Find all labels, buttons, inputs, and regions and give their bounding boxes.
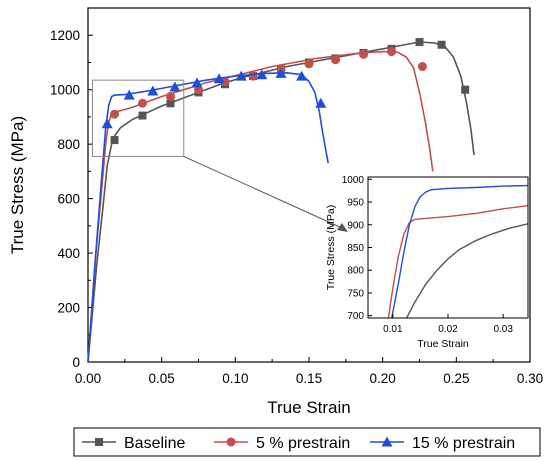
data-point-baseline	[461, 85, 470, 94]
main-x-tick-label: 0.30	[517, 371, 543, 386]
data-point-15-prestrain	[296, 70, 308, 81]
series-line-15-prestrain	[87, 72, 329, 363]
inset-series-line-15-prestrain	[391, 184, 528, 318]
legend-label-5-prestrain: 5 % prestrain	[256, 435, 350, 452]
main-x-tick-label: 0.15	[296, 371, 322, 386]
data-point-5-prestrain	[304, 59, 314, 69]
inset-y-tick-labels: 700 750 800 850 900 950 1000	[342, 175, 365, 322]
legend-swatch-marker	[381, 436, 393, 447]
data-point-15-prestrain	[275, 67, 287, 78]
data-point-15-prestrain	[213, 73, 225, 84]
series-line-5-prestrain	[87, 50, 434, 363]
inset-y-tick-label: 1000	[342, 175, 365, 186]
inset-y-tick-label: 950	[347, 198, 364, 209]
inset-series-line-baseline	[405, 223, 528, 318]
legend-swatch-marker	[226, 437, 236, 447]
main-y-axis-title: True Stress (MPa)	[8, 116, 27, 254]
legend-label-baseline: Baseline	[124, 435, 185, 452]
legend-item-5-prestrain: 5 % prestrain	[214, 435, 350, 452]
main-y-tick-label: 200	[57, 301, 80, 316]
main-y-tick-labels: 0 200 400 600 800 1000 1200	[50, 28, 80, 370]
data-point-15-prestrain	[191, 77, 203, 88]
series-15-prestrain	[87, 67, 329, 363]
inset-background	[368, 177, 528, 318]
data-point-baseline	[138, 111, 147, 120]
inset-y-tick-label: 850	[347, 243, 364, 254]
inset-series-line-5-prestrain	[387, 205, 528, 318]
data-point-5-prestrain	[248, 71, 258, 81]
inset-y-tick-label: 750	[347, 288, 364, 299]
inset-y-axis-title: True Stress (MPa)	[325, 205, 337, 290]
main-y-tick-label: 0	[72, 355, 80, 370]
data-point-5-prestrain	[359, 49, 369, 59]
inset-series-layer	[387, 184, 528, 318]
main-y-tick-label: 1200	[50, 28, 80, 43]
main-series-layer	[87, 38, 475, 363]
inset-ticks	[368, 178, 504, 318]
data-point-baseline	[437, 40, 446, 49]
data-point-baseline	[415, 38, 424, 47]
main-x-tick-label: 0.25	[443, 371, 469, 386]
main-y-tick-label: 400	[57, 246, 80, 261]
inset-y-tick-label: 900	[347, 220, 364, 231]
zoom-arrow-line	[183, 155, 343, 229]
legend-swatch-marker	[95, 438, 103, 446]
inset-y-tick-label: 700	[347, 311, 364, 322]
main-x-tick-label: 0.10	[222, 371, 248, 386]
main-x-tick-labels: 0.00 0.05 0.10 0.15 0.20 0.25 0.30	[75, 371, 543, 386]
data-point-5-prestrain	[417, 62, 427, 72]
main-x-tick-label: 0.05	[149, 371, 175, 386]
data-point-15-prestrain	[169, 81, 181, 92]
main-ticks	[87, 7, 531, 363]
legend-item-baseline: Baseline	[82, 435, 185, 452]
legend-label-15-prestrain: 15 % prestrain	[412, 435, 515, 452]
data-point-15-prestrain	[123, 89, 135, 100]
data-point-baseline	[166, 99, 175, 108]
data-point-5-prestrain	[110, 109, 120, 119]
main-y-tick-label: 1000	[50, 83, 80, 98]
zoom-indicator	[91, 79, 348, 232]
data-point-15-prestrain	[101, 118, 113, 129]
legend: Baseline 5 % prestrain 15 % prestrain	[73, 427, 541, 457]
main-x-axis-title: True Strain	[267, 398, 350, 417]
zoom-region-box	[91, 79, 185, 157]
zoom-arrow-head	[337, 223, 348, 232]
inset-x-tick-labels: 0.01 0.02 0.03	[383, 324, 513, 335]
main-x-tick-label: 0.20	[370, 371, 396, 386]
inset-x-tick-label: 0.02	[438, 324, 458, 335]
inset-y-tick-label: 800	[347, 266, 364, 277]
data-point-5-prestrain	[194, 85, 203, 95]
data-point-5-prestrain	[387, 47, 397, 57]
inset-x-tick-label: 0.01	[383, 324, 403, 335]
data-point-5-prestrain	[220, 77, 230, 87]
data-point-15-prestrain	[256, 69, 268, 80]
legend-swatch-15-prestrain	[370, 436, 404, 447]
main-plot: 0.00 0.05 0.10 0.15 0.20 0.25 0.30 0 200 400 600 8…	[8, 7, 543, 417]
data-point-5-prestrain	[331, 55, 341, 65]
main-y-tick-label: 600	[57, 192, 80, 207]
data-point-15-prestrain	[315, 97, 327, 108]
main-x-tick-label: 0.00	[75, 371, 101, 386]
data-point-5-prestrain	[138, 98, 148, 108]
data-point-baseline	[110, 136, 119, 145]
inset-x-axis-title: True Strain	[417, 338, 469, 350]
legend-box	[73, 427, 541, 457]
data-point-5-prestrain	[166, 92, 176, 101]
legend-swatch-5-prestrain	[214, 437, 248, 447]
series-5-prestrain	[87, 47, 434, 363]
main-y-tick-label: 800	[57, 137, 80, 152]
inset-plot: 0.01 0.02 0.03 700 750 800 850 900 950 1000 True…	[325, 175, 529, 350]
inset-x-tick-label: 0.03	[493, 324, 513, 335]
legend-swatch-baseline	[82, 438, 116, 446]
data-point-15-prestrain	[235, 70, 247, 81]
legend-item-15-prestrain: 15 % prestrain	[370, 435, 515, 452]
data-point-15-prestrain	[147, 85, 159, 96]
